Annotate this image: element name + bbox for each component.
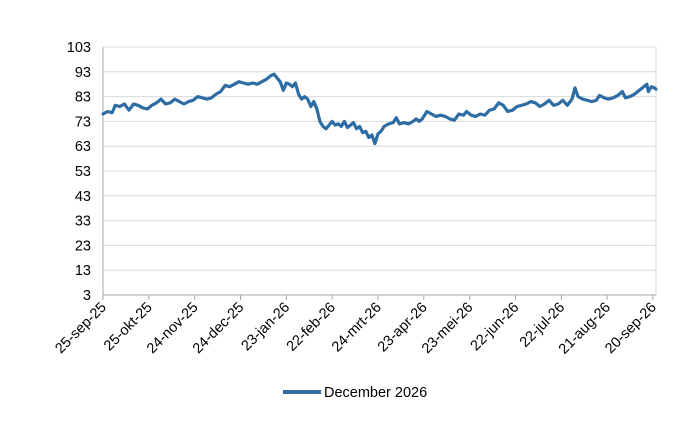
y-tick-label: 33 <box>75 214 91 230</box>
y-tick-label: 103 <box>67 40 91 56</box>
y-tick-label: 73 <box>75 114 91 130</box>
y-tick-label: 53 <box>75 164 91 180</box>
x-tick-label: 22-jun-26 <box>468 300 523 355</box>
axes <box>102 47 656 300</box>
gridlines <box>103 46 657 295</box>
series <box>101 72 658 146</box>
y-tick-label: 3 <box>83 288 91 304</box>
y-tick-label: 43 <box>75 189 91 205</box>
y-tick-label: 83 <box>75 90 91 106</box>
y-tick-label: 13 <box>75 263 91 279</box>
y-tick-label: 93 <box>75 65 91 81</box>
x-axis-ticks: 25-sep-2525-okt-2524-nov-2524-dec-2523-j… <box>52 300 659 358</box>
y-tick-label: 63 <box>75 139 91 155</box>
series-line-1 <box>101 72 658 146</box>
x-tick-label: 25-sep-25 <box>52 300 109 357</box>
y-axis-ticks: 3 13 23 33 43 53 63 73 83 93 103 <box>67 40 91 304</box>
legend: December 2026 <box>283 385 427 401</box>
legend-label: December 2026 <box>324 385 427 401</box>
y-tick-label: 23 <box>75 238 91 254</box>
